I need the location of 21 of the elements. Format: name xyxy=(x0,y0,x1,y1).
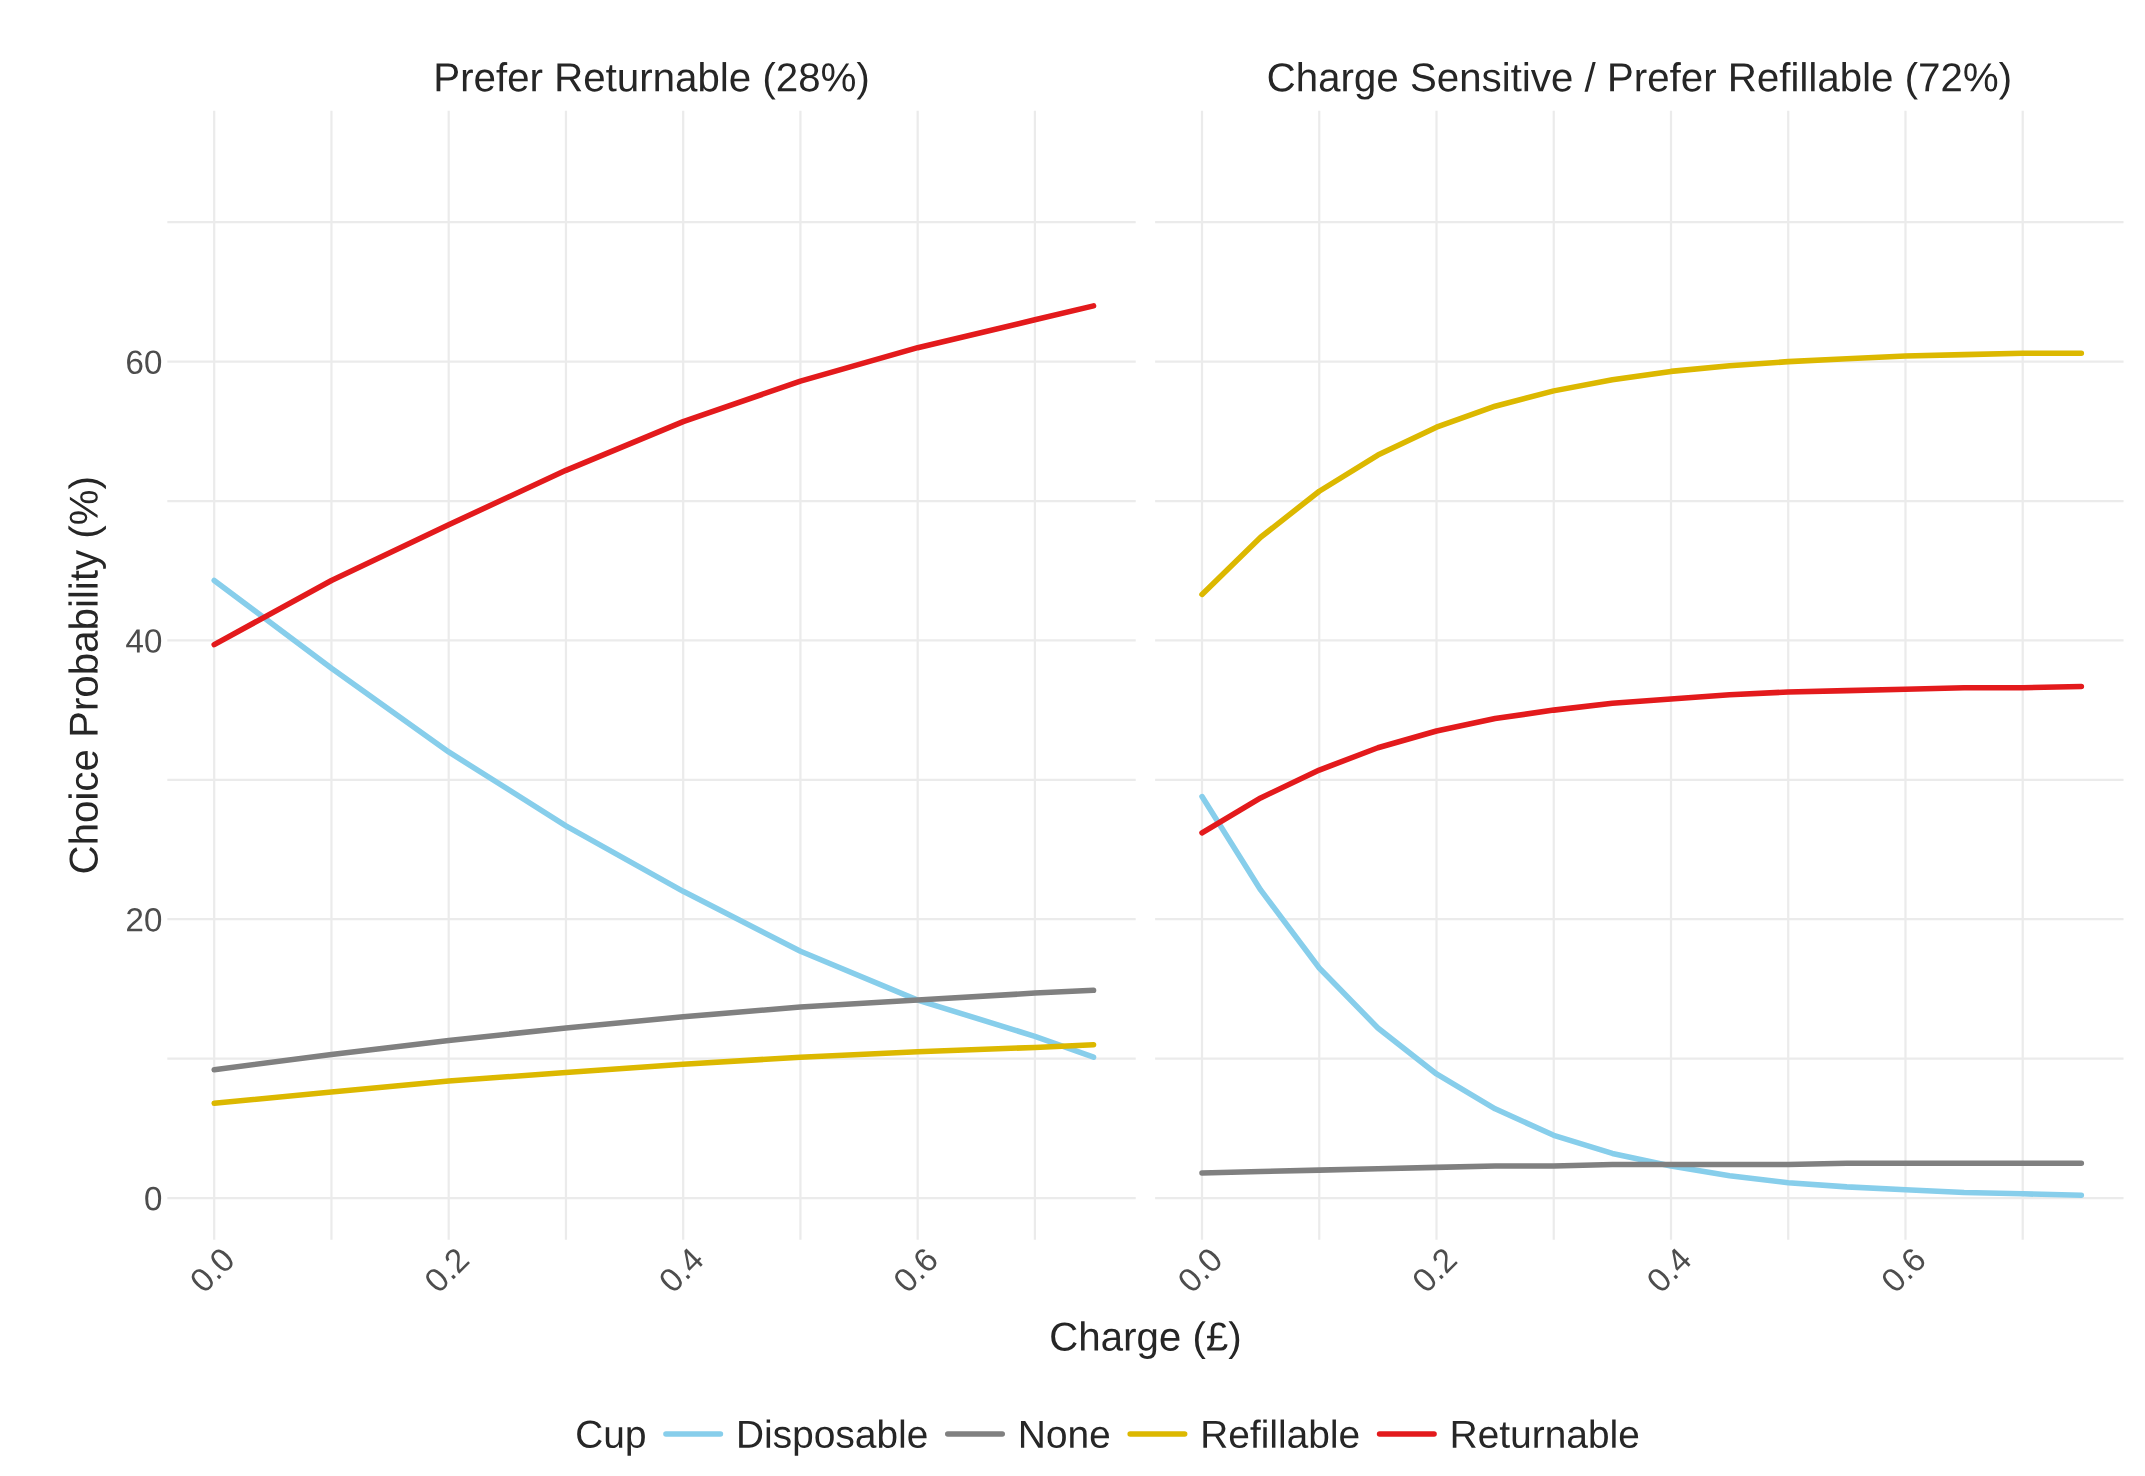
y-tick-label: 40 xyxy=(126,629,162,653)
x-tick-label: 0.0 xyxy=(188,1246,236,1294)
y-axis-title: Choice Probability (%) xyxy=(68,478,106,873)
chart-title: Charge Sensitive / Prefer Refillable (72%) xyxy=(1268,62,2010,100)
legend-label: Disposable xyxy=(739,1419,927,1456)
y-tick-label: 0 xyxy=(145,1186,162,1211)
x-tick-label: 0.4 xyxy=(1645,1246,1694,1294)
x-tick-label: 0.2 xyxy=(1410,1246,1459,1294)
legend-label: Returnable xyxy=(1452,1419,1639,1449)
x-tick-label: 0.4 xyxy=(657,1246,706,1294)
x-axis-title: Charge (£) xyxy=(1051,1321,1240,1359)
chart-title: Prefer Returnable (28%) xyxy=(436,62,868,100)
y-tick-label: 20 xyxy=(127,908,162,932)
legend-title: Cup xyxy=(577,1420,645,1456)
x-tick-label: 0.0 xyxy=(1176,1246,1224,1294)
legend-label: None xyxy=(1020,1420,1110,1449)
x-tick-label: 0.6 xyxy=(1879,1246,1928,1294)
x-tick-label: 0.6 xyxy=(891,1246,940,1294)
x-tick-label: 0.2 xyxy=(422,1246,471,1294)
y-tick-label: 60 xyxy=(127,350,162,375)
legend-label: Refillable xyxy=(1203,1419,1359,1449)
